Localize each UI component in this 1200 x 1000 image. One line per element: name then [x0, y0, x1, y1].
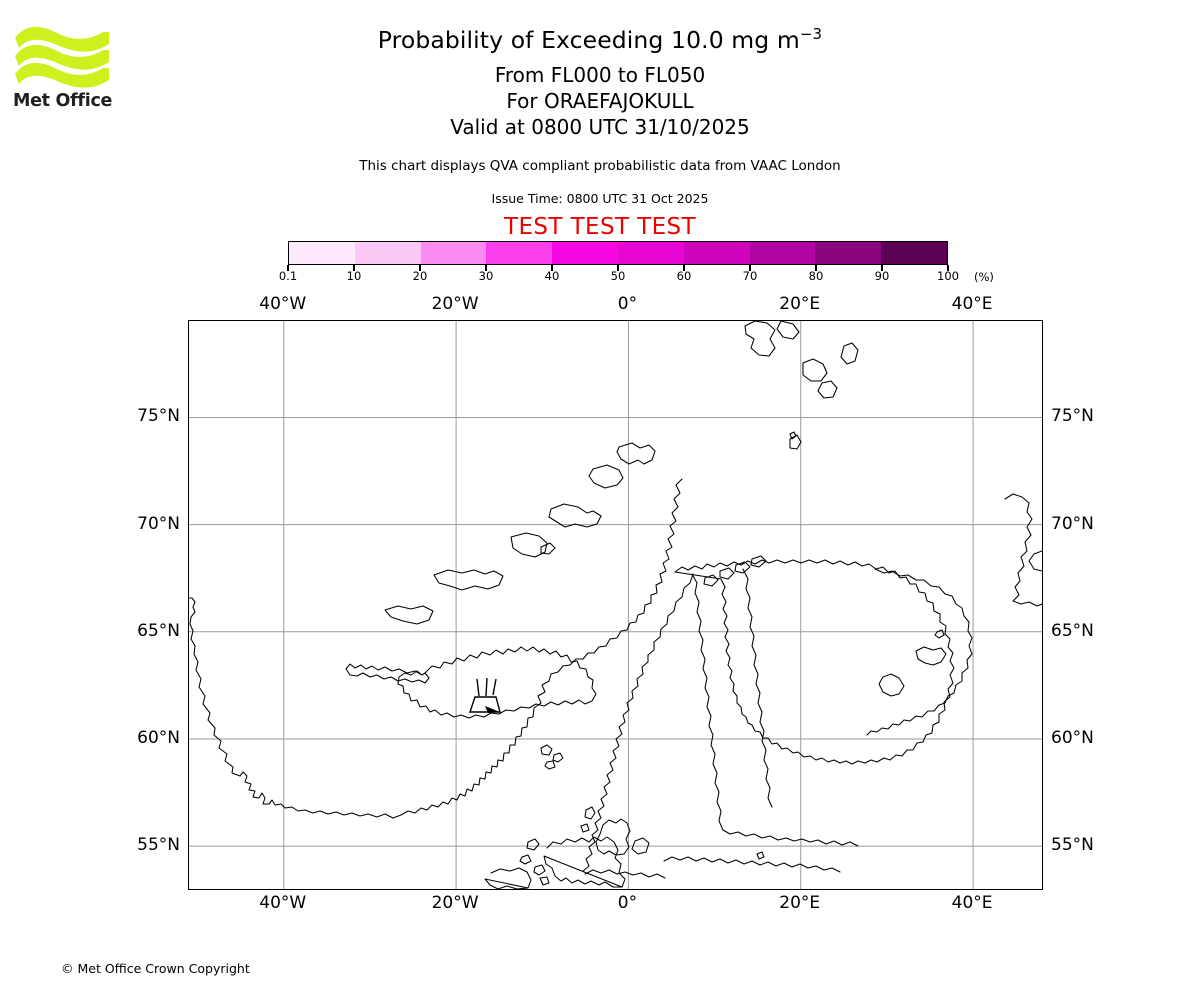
lon-label-bottom-20°E: 20°E	[779, 893, 821, 913]
qva-note: This chart displays QVA compliant probab…	[359, 158, 841, 174]
copyright-notice: © Met Office Crown Copyright	[61, 961, 250, 976]
lat-label-right-55°N: 55°N	[1051, 835, 1094, 856]
met-office-logo	[13, 24, 113, 114]
colorbar-band-9	[881, 242, 947, 264]
colorbar-unit-label: (%)	[974, 270, 994, 284]
lon-label-top-40°W: 40°W	[259, 294, 307, 314]
colorbar-label-0.1: 0.1	[278, 269, 298, 283]
issue-time: Issue Time: 0800 UTC 31 Oct 2025	[491, 191, 709, 206]
volcano-name-line: For ORAEFAJOKULL	[506, 89, 694, 113]
map-gridlines	[189, 321, 1042, 889]
colorbar-tick-60	[683, 265, 685, 271]
colorbar-swatches	[288, 241, 948, 265]
page-title-text: Probability of Exceeding 10.0 mg m	[377, 26, 800, 54]
colorbar-label-100: 100	[937, 269, 959, 283]
page-title: Probability of Exceeding 10.0 mg m−3	[0, 26, 1200, 54]
lat-label-left-60°N: 60°N	[137, 727, 180, 748]
colorbar-band-8	[815, 242, 882, 264]
lon-label-top-40°E: 40°E	[951, 294, 993, 314]
lon-label-bottom-0°: 0°	[617, 893, 638, 913]
colorbar-band-3	[486, 242, 553, 264]
colorbar-tick-80	[815, 265, 817, 271]
colorbar-ticks	[287, 265, 949, 271]
colorbar-tick-10	[353, 265, 355, 271]
volcano-marker	[469, 677, 501, 713]
colorbar-label-60: 60	[676, 269, 692, 283]
colorbar-tick-50	[617, 265, 619, 271]
colorbar-tick-20	[419, 265, 421, 271]
probability-colorbar	[287, 241, 949, 271]
colorbar-label-80: 80	[808, 269, 824, 283]
colorbar-label-70: 70	[742, 269, 758, 283]
colorbar-tick-30	[485, 265, 487, 271]
colorbar-tick-90	[881, 265, 883, 271]
colorbar-tick-0.1	[287, 265, 289, 271]
colorbar-band-7	[749, 242, 816, 264]
coastlines	[189, 321, 1042, 889]
colorbar-tick-40	[551, 265, 553, 271]
colorbar-label-10: 10	[346, 269, 362, 283]
colorbar-band-5	[617, 242, 684, 264]
colorbar-tick-labels: 0.1 10 20 30 40 50 60 70 80 90 100	[0, 269, 1200, 287]
map-canvas	[189, 321, 1042, 889]
colorbar-label-30: 30	[478, 269, 494, 283]
colorbar-label-20: 20	[412, 269, 428, 283]
colorbar-label-40: 40	[544, 269, 560, 283]
colorbar-band-0	[289, 242, 355, 264]
colorbar-band-6	[683, 242, 750, 264]
lat-label-left-75°N: 75°N	[137, 406, 180, 427]
colorbar-band-1	[354, 242, 421, 264]
test-banner: TEST TEST TEST	[504, 214, 696, 240]
lat-label-right-60°N: 60°N	[1051, 727, 1094, 748]
lat-label-right-75°N: 75°N	[1051, 406, 1094, 427]
lon-label-bottom-40°W: 40°W	[259, 893, 307, 913]
lon-label-top-0°: 0°	[617, 294, 638, 314]
page-title-exponent: −3	[799, 25, 823, 44]
lon-label-bottom-40°E: 40°E	[951, 893, 993, 913]
met-office-wordmark: Met Office	[13, 91, 113, 111]
colorbar-label-50: 50	[610, 269, 626, 283]
lat-label-left-65°N: 65°N	[137, 620, 180, 641]
lon-label-bottom-20°W: 20°W	[431, 893, 479, 913]
lon-label-top-20°E: 20°E	[779, 294, 821, 314]
map-plot-area[interactable]	[188, 320, 1043, 890]
colorbar-band-2	[420, 242, 487, 264]
lon-label-top-20°W: 20°W	[431, 294, 479, 314]
lat-label-right-70°N: 70°N	[1051, 513, 1094, 534]
colorbar-band-4	[552, 242, 618, 264]
colorbar-tick-70	[749, 265, 751, 271]
flight-level-range: From FL000 to FL050	[494, 63, 706, 87]
lat-label-right-65°N: 65°N	[1051, 620, 1094, 641]
lat-label-left-55°N: 55°N	[137, 835, 180, 856]
colorbar-label-90: 90	[874, 269, 890, 283]
valid-time-line: Valid at 0800 UTC 31/10/2025	[450, 115, 750, 139]
lat-label-left-70°N: 70°N	[137, 513, 180, 534]
colorbar-tick-100	[947, 265, 949, 271]
